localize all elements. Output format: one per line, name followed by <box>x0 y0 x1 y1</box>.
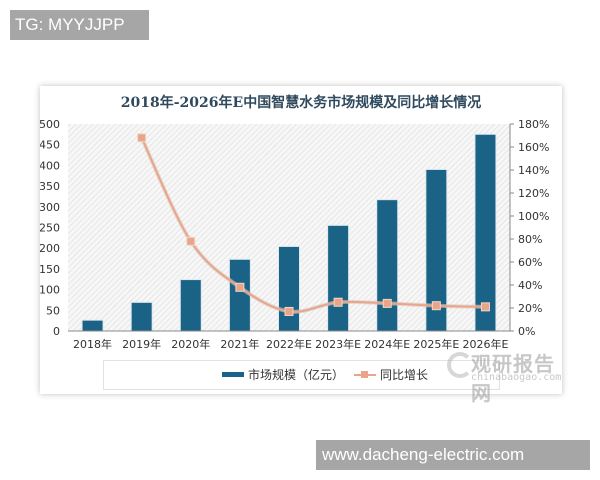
right-y-tick-label: 140% <box>518 164 549 177</box>
bar <box>82 320 103 331</box>
line-marker <box>284 306 294 316</box>
left-y-tick-label: 250 <box>40 222 60 235</box>
left-y-tick-label: 450 <box>40 139 60 152</box>
bar <box>377 200 398 331</box>
left-y-tick-label: 300 <box>40 201 60 214</box>
x-tick-label: 2026年E <box>462 337 508 351</box>
x-tick-label: 2025年E <box>413 337 459 351</box>
line-marker <box>382 298 392 308</box>
x-tick-label: 2024年E <box>364 337 410 351</box>
chart-plot: 0 50 100 150 200 250 300 350 400 450 500 0% 20% 40% 6… <box>40 118 549 351</box>
bar <box>180 280 201 331</box>
chinabaogao-watermark: 观研报告网 chinabaogao.com <box>447 348 562 405</box>
line-marker <box>431 301 441 311</box>
watermark-en-text: chinabaogao.com <box>471 372 562 383</box>
bar <box>229 259 250 331</box>
watermark-cn-text: 观研报告网 <box>471 352 555 405</box>
right-y-tick-label: 60% <box>518 256 542 269</box>
right-y-tick-label: 180% <box>518 118 549 131</box>
bar <box>328 225 349 331</box>
bar <box>279 246 299 331</box>
chart-legend: 市场规模（亿元） 同比增长 <box>103 360 500 390</box>
bar-swatch-icon <box>222 372 244 377</box>
x-tick-label: 2020年 <box>171 337 210 351</box>
line-marker-swatch-icon <box>354 370 376 378</box>
legend-label-yoy-growth: 同比增长 <box>380 368 429 382</box>
bottom-url-badge: www.dacheng-electric.com <box>316 440 590 470</box>
right-y-tick-label: 40% <box>518 279 542 292</box>
right-y-axis: 0% 20% 40% 60% 80% 100% 120% 140% 160% 180% <box>509 118 549 338</box>
left-y-tick-label: 0 <box>53 325 60 338</box>
line-marker <box>235 282 245 292</box>
right-y-tick-label: 20% <box>518 302 542 315</box>
legend-label-market-size: 市场规模（亿元） <box>248 368 345 382</box>
chart-card: 2018年-2026年E中国智慧水务市场规模及同比增长情况 0 50 100 150 2… <box>40 86 562 405</box>
left-y-tick-label: 150 <box>40 263 60 276</box>
right-y-tick-label: 0% <box>518 325 535 338</box>
x-tick-label: 2023年E <box>315 337 361 351</box>
x-tick-label: 2018年 <box>73 337 112 351</box>
x-tick-label: 2022年E <box>266 337 312 351</box>
legend-item-yoy-growth: 同比增长 <box>354 366 428 383</box>
right-y-tick-label: 120% <box>518 187 549 200</box>
left-y-tick-label: 100 <box>40 284 60 297</box>
bar <box>131 302 152 331</box>
x-tick-label: 2019年 <box>122 337 161 351</box>
left-y-tick-label: 400 <box>40 159 60 172</box>
left-y-tick-label: 500 <box>40 118 60 131</box>
line-marker <box>186 236 196 246</box>
x-axis: 2018年 2019年 2020年 2021年 2022年E 2023年E 2024年E 20… <box>68 330 510 351</box>
swirl-logo-icon <box>447 352 473 378</box>
bar <box>426 169 447 331</box>
right-y-tick-label: 100% <box>518 210 549 223</box>
line-marker <box>480 302 490 312</box>
x-tick-label: 2021年 <box>220 337 259 351</box>
bar-series-market-size <box>81 133 497 331</box>
left-y-tick-label: 350 <box>40 180 60 193</box>
chart-title: 2018年-2026年E中国智慧水务市场规模及同比增长情况 <box>120 95 482 111</box>
right-y-tick-label: 80% <box>518 233 542 246</box>
line-series-yoy-growth <box>137 133 490 316</box>
line-marker <box>333 297 343 307</box>
left-y-axis: 0 50 100 150 200 250 300 350 400 450 500 <box>40 118 60 338</box>
left-y-tick-label: 200 <box>40 242 60 255</box>
bar <box>475 134 496 331</box>
line-marker <box>137 133 147 143</box>
left-y-tick-label: 50 <box>46 304 60 317</box>
right-y-tick-label: 160% <box>518 141 549 154</box>
top-overlay-badge: TG: MYYJJPP <box>10 10 149 40</box>
legend-item-market-size: 市场规模（亿元） <box>222 366 344 383</box>
